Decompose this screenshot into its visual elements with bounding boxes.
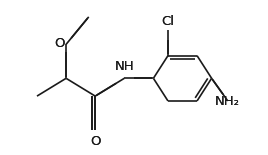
Text: Cl: Cl bbox=[161, 15, 174, 28]
Text: O: O bbox=[90, 135, 100, 148]
Text: NH₂: NH₂ bbox=[215, 95, 240, 108]
Text: NH: NH bbox=[114, 60, 134, 73]
Text: NH: NH bbox=[114, 60, 134, 73]
Text: O: O bbox=[54, 37, 65, 50]
Text: NH₂: NH₂ bbox=[215, 95, 240, 108]
Text: O: O bbox=[54, 37, 65, 50]
Text: Cl: Cl bbox=[161, 15, 174, 28]
Text: O: O bbox=[90, 135, 100, 148]
